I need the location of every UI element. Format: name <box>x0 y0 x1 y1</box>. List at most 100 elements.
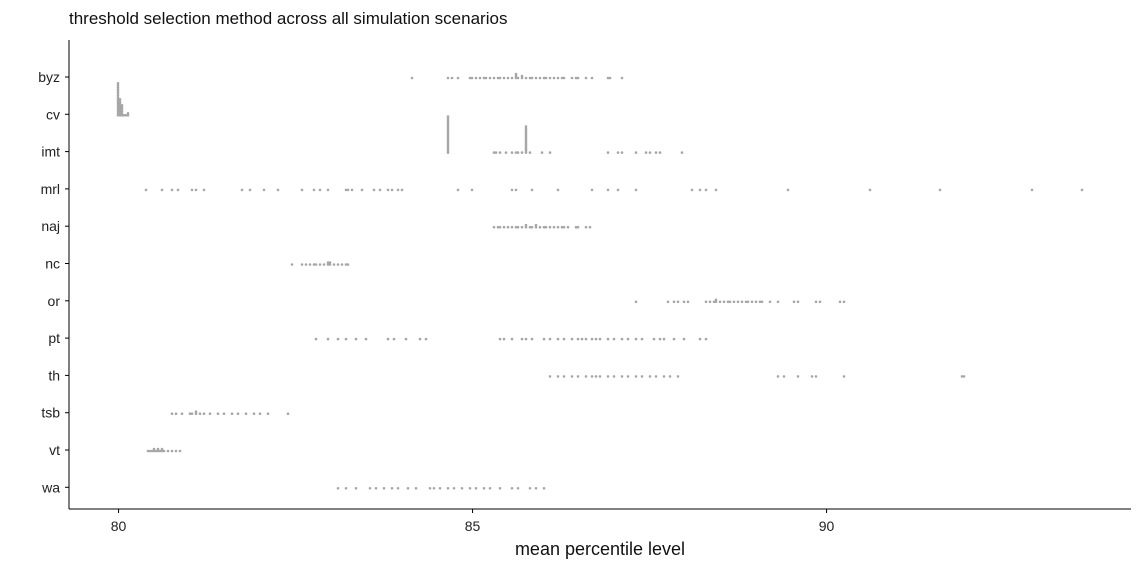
dot-pt <box>424 337 428 341</box>
dot-pt <box>626 337 630 341</box>
dot-byz <box>608 76 612 80</box>
dot-pt <box>598 337 602 341</box>
dot-byz <box>520 74 524 78</box>
dot-nc <box>340 263 344 266</box>
dot-naj <box>520 225 524 229</box>
dot-byz <box>456 76 460 80</box>
dot-tsb <box>236 412 240 416</box>
dot-pt <box>404 337 408 341</box>
dot-or <box>686 300 690 304</box>
dot-wa <box>438 487 442 490</box>
dot-th <box>640 375 644 378</box>
dot-or <box>682 300 686 304</box>
y-tick-label: nc <box>45 256 60 272</box>
dot-mrl <box>276 188 280 192</box>
dot-vt <box>152 449 156 453</box>
dot-imt <box>524 125 528 128</box>
dot-or <box>744 300 748 304</box>
dot-mrl <box>530 188 534 192</box>
dot-or <box>728 300 732 304</box>
dot-vt <box>152 447 156 451</box>
dot-naj <box>492 225 496 229</box>
dot-naj <box>534 225 538 229</box>
dot-imt <box>446 141 450 144</box>
y-tick-label: vt <box>49 442 60 458</box>
dot-cv <box>116 114 120 117</box>
dot-vt <box>154 449 158 453</box>
dot-imt <box>620 151 624 154</box>
dot-th <box>668 375 672 378</box>
dot-imt <box>524 127 528 130</box>
y-tick-label: byz <box>38 69 60 85</box>
dot-tsb <box>174 412 178 416</box>
dot-vt <box>160 449 164 453</box>
dot-vt <box>156 447 160 451</box>
dot-pt <box>336 337 340 341</box>
dot-cv <box>116 86 120 89</box>
dot-cv <box>118 104 122 107</box>
dot-wa <box>390 487 394 490</box>
dot-imt <box>524 149 528 152</box>
dot-imt <box>446 115 450 118</box>
dot-cv <box>118 102 122 105</box>
dot-imt <box>446 151 450 154</box>
dot-imt <box>446 129 450 132</box>
dot-pt <box>530 337 534 341</box>
dot-pt <box>314 337 318 341</box>
dot-byz <box>488 76 492 80</box>
dot-imt <box>446 137 450 140</box>
dot-pt <box>548 337 552 341</box>
dot-imt <box>524 143 528 146</box>
dot-mrl <box>344 188 348 192</box>
dot-cv <box>116 98 120 101</box>
dot-th <box>576 375 580 378</box>
dot-mrl <box>690 188 694 192</box>
dot-pt <box>524 337 528 341</box>
x-tick-label: 85 <box>465 518 481 534</box>
dot-th <box>590 375 594 378</box>
dot-pt <box>672 337 676 341</box>
dot-naj <box>552 225 556 229</box>
dot-cv <box>118 114 122 117</box>
dot-pt <box>606 337 610 341</box>
dot-th <box>960 375 964 378</box>
dot-mrl <box>194 188 198 192</box>
dot-imt <box>658 151 662 154</box>
dot-wa <box>498 487 502 490</box>
dot-nc <box>326 261 330 264</box>
dot-cv <box>118 106 122 109</box>
dot-wa <box>452 487 456 490</box>
dot-cv <box>116 82 120 85</box>
dot-cv <box>120 110 124 113</box>
dot-imt <box>524 129 528 132</box>
dot-or <box>672 300 676 304</box>
dot-nc <box>322 263 326 266</box>
dot-imt <box>498 151 502 154</box>
dot-nc <box>336 263 340 266</box>
dot-or <box>732 300 736 304</box>
dot-or <box>704 300 708 304</box>
dot-pt <box>418 337 422 341</box>
dot-cv <box>116 92 120 95</box>
dot-byz <box>516 76 520 80</box>
dot-th <box>782 375 786 378</box>
dot-imt <box>644 151 648 154</box>
y-tick-label: th <box>48 367 60 383</box>
dot-imt <box>524 151 528 154</box>
dot-naj <box>538 225 542 229</box>
dot-imt <box>446 143 450 146</box>
dot-wa <box>488 487 492 490</box>
dot-or <box>718 300 722 304</box>
dot-or <box>676 300 680 304</box>
dot-byz <box>552 76 556 80</box>
x-tick-label: 90 <box>819 518 835 534</box>
dot-vt <box>156 449 160 453</box>
dot-naj <box>514 225 518 229</box>
dot-nc <box>318 263 322 266</box>
dot-vt <box>178 449 182 453</box>
dot-or <box>754 300 758 304</box>
dot-byz <box>450 76 454 80</box>
dot-naj <box>542 225 546 229</box>
dot-nc <box>328 263 332 266</box>
dot-byz <box>474 76 478 80</box>
